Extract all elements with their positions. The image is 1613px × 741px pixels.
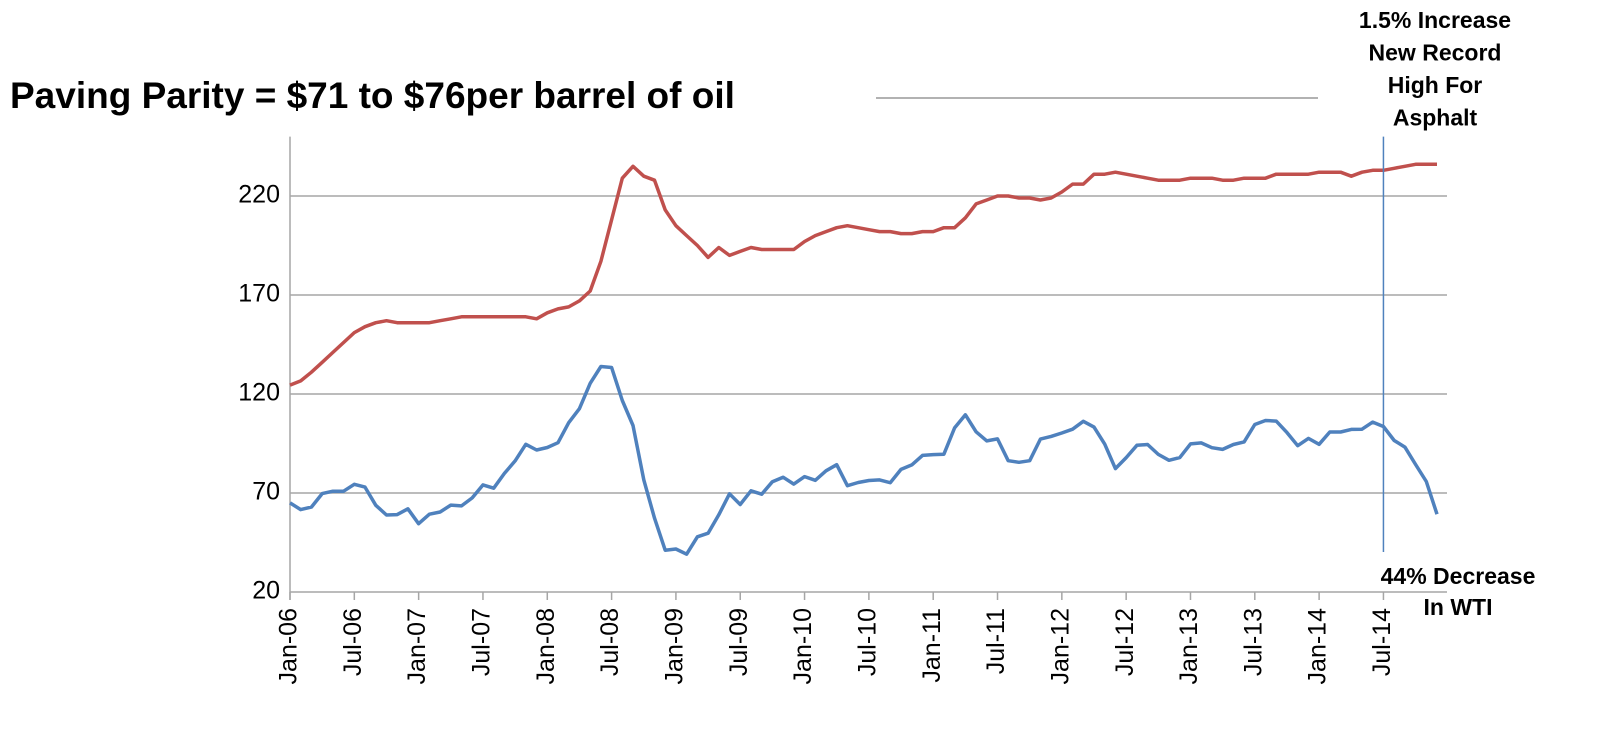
x-tick-label: Jul-07 [468, 608, 496, 676]
x-tick-label: Jan-11 [918, 608, 946, 683]
x-tick-label: Jul-14 [1368, 608, 1396, 676]
annotation: In WTI [1424, 594, 1493, 620]
y-tick-label: 170 [238, 280, 280, 308]
x-tick-label: Jan-09 [661, 608, 689, 684]
y-tick-label: 120 [238, 379, 280, 407]
x-tick-label: Jul-11 [982, 608, 1010, 674]
line-series [289, 364, 1439, 556]
x-tick-label: Jan-12 [1046, 608, 1074, 684]
line-series [289, 162, 1437, 387]
annotation: Asphalt [1393, 105, 1478, 131]
y-tick-label: 70 [252, 478, 280, 506]
annotation: 1.5% Increase [1359, 7, 1511, 33]
x-tick-label: Jul-10 [853, 608, 881, 676]
x-tick-label: Jul-08 [596, 608, 624, 676]
y-tick-label: 220 [238, 181, 280, 209]
x-tick-label: Jan-13 [1175, 608, 1203, 684]
x-tick-label: Jul-06 [339, 608, 367, 676]
chart-title: Paving Parity = $71 to $76per barrel of … [10, 75, 735, 116]
x-tick-label: Jan-07 [403, 608, 431, 684]
annotation: New Record [1369, 40, 1502, 66]
y-tick-label: 20 [252, 577, 280, 605]
x-tick-label: Jan-06 [275, 608, 303, 684]
x-tick-label: Jul-12 [1111, 608, 1139, 676]
x-tick-label: Jul-09 [725, 608, 753, 676]
annotation: High For [1388, 72, 1483, 98]
x-tick-label: Jan-08 [532, 608, 560, 684]
x-tick-label: Jul-13 [1239, 608, 1267, 676]
x-tick-label: Jan-10 [789, 608, 817, 684]
x-tick-label: Jan-14 [1304, 608, 1332, 685]
annotation: 44% Decrease [1381, 563, 1536, 589]
